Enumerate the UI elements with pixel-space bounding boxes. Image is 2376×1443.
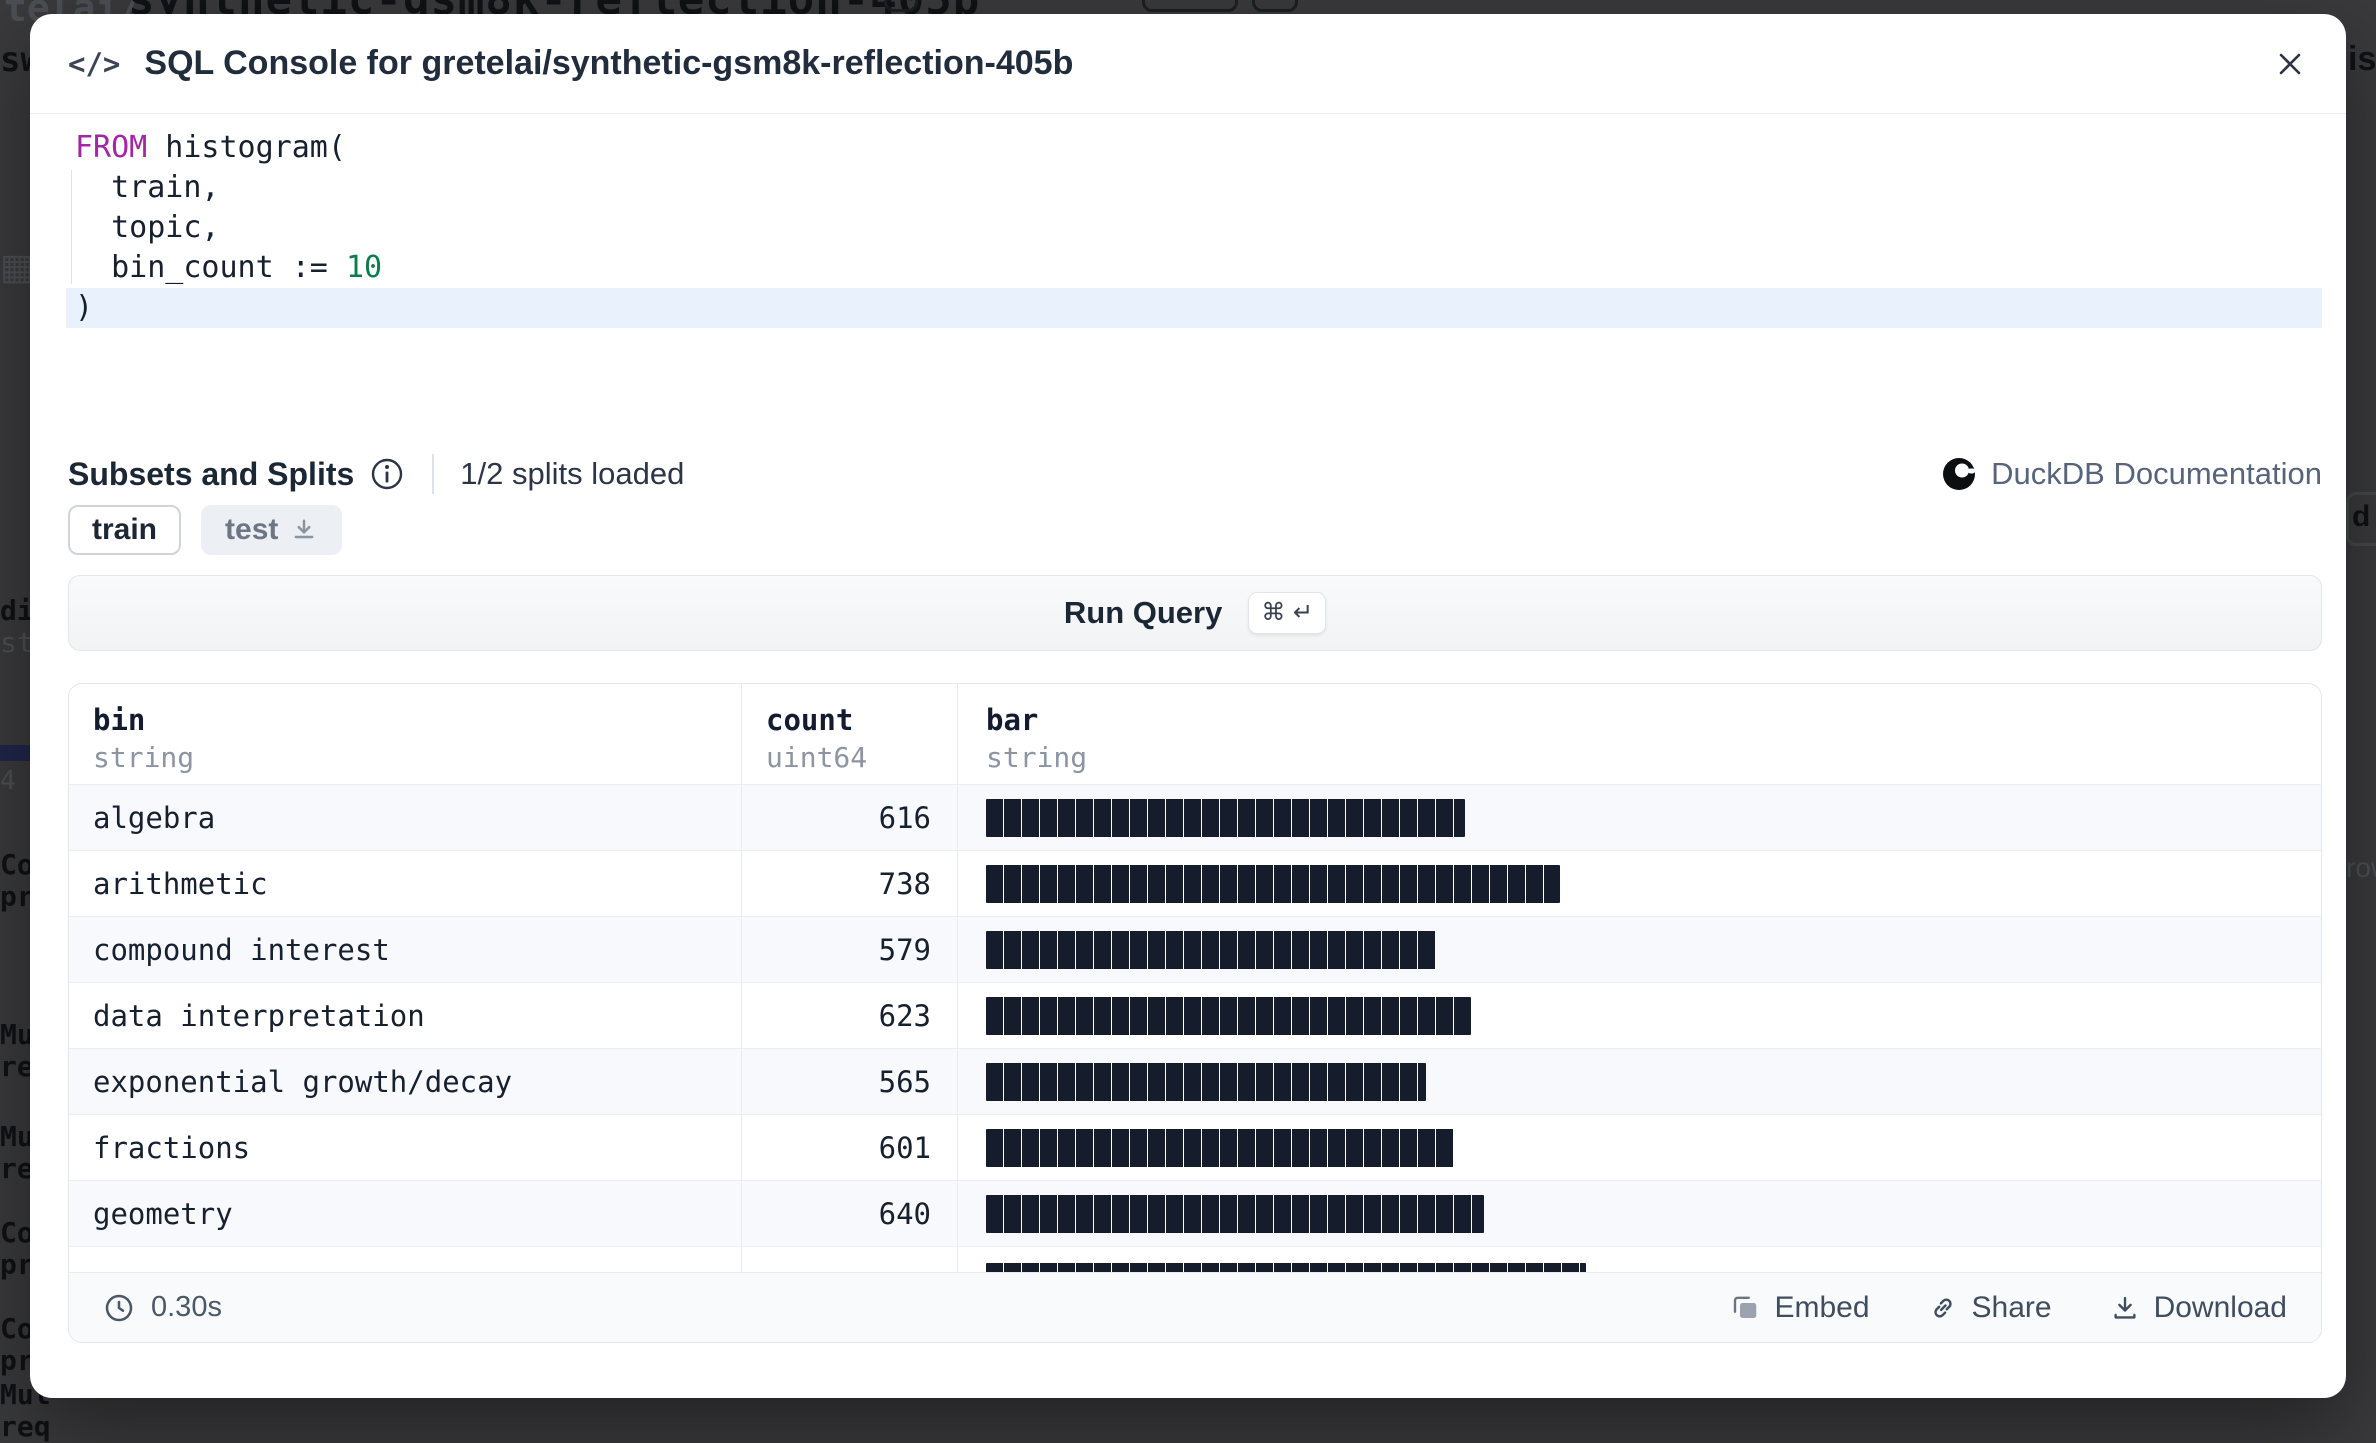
split-train-button[interactable]: train <box>68 505 182 555</box>
split-selector: train test <box>30 497 2346 555</box>
code-icon: </> <box>68 46 121 81</box>
keyboard-shortcut-badge: ⌘ ↵ <box>1248 592 1327 634</box>
results-table: bin string count uint64 bar string algeb… <box>68 683 2322 1343</box>
count-cell: 565 <box>742 1049 958 1114</box>
code-line: FROM histogram( <box>75 130 346 165</box>
column-header-count[interactable]: count uint64 <box>742 684 958 784</box>
count-cell: 616 <box>742 785 958 850</box>
histogram-bar <box>986 1128 1454 1167</box>
histogram-bar <box>986 1194 1484 1233</box>
code-line-active: ) <box>66 288 2322 328</box>
split-test-button[interactable]: test <box>201 505 343 555</box>
table-row[interactable]: algebra 616 <box>69 784 2321 850</box>
code-line: train, <box>75 170 220 205</box>
close-icon <box>2279 53 2301 74</box>
code-line: topic, <box>75 210 220 245</box>
bar-cell <box>958 1115 2321 1180</box>
table-header: bin string count uint64 bar string <box>69 684 2321 784</box>
close-button[interactable] <box>2264 38 2316 90</box>
indent-guide <box>71 170 72 284</box>
bin-cell: data interpretation <box>69 983 742 1048</box>
count-cell: 601 <box>742 1115 958 1180</box>
column-header-bin[interactable]: bin string <box>69 684 742 784</box>
modal-titlebar: </> SQL Console for gretelai/synthetic-g… <box>30 14 2346 114</box>
code-line: bin_count := 10 <box>75 250 383 285</box>
divider <box>432 454 435 494</box>
duckdb-documentation-link[interactable]: DuckDB Documentation <box>1941 456 2322 492</box>
bar-cell <box>958 1049 2321 1114</box>
bar-cell <box>958 1181 2321 1246</box>
backdrop-text-fragment: issa <box>2348 40 2376 78</box>
table-row[interactable]: fractions 601 <box>69 1114 2321 1180</box>
table-row-partial[interactable] <box>69 1246 2321 1301</box>
bin-cell: arithmetic <box>69 851 742 916</box>
splits-loaded-status: 1/2 splits loaded <box>460 456 685 491</box>
bin-cell: fractions <box>69 1115 742 1180</box>
results-footer: 0.30s Embed Share <box>69 1272 2321 1342</box>
backdrop-copy-icon-fragment <box>884 0 918 12</box>
histogram-bar <box>986 798 1465 837</box>
download-button[interactable]: Download <box>2110 1291 2287 1325</box>
column-header-bar[interactable]: bar string <box>986 703 1088 774</box>
download-split-icon <box>294 519 314 539</box>
share-button[interactable]: Share <box>1928 1291 2052 1325</box>
run-query-label: Run Query <box>1063 595 1223 630</box>
bar-cell <box>958 785 2321 850</box>
histogram-bar <box>986 930 1436 969</box>
backdrop-button-fragment <box>1142 0 1238 12</box>
bar-cell <box>958 851 2321 916</box>
bin-cell: algebra <box>69 785 742 850</box>
backdrop-text-fragment: req <box>0 1410 51 1443</box>
count-cell: 623 <box>742 983 958 1048</box>
subsets-and-splits-row: Subsets and Splits 1/2 splits loaded Duc… <box>30 451 2346 497</box>
histogram-bar <box>986 1062 1426 1101</box>
count-cell: 738 <box>742 851 958 916</box>
query-elapsed-time: 0.30s <box>103 1291 222 1324</box>
table-row[interactable]: data interpretation 623 <box>69 982 2321 1048</box>
histogram-bar <box>986 996 1471 1035</box>
histogram-bar <box>986 864 1560 903</box>
bin-cell: compound interest <box>69 917 742 982</box>
run-query-button[interactable]: Run Query ⌘ ↵ <box>68 575 2322 651</box>
bar-cell <box>958 983 2321 1048</box>
count-cell: 640 <box>742 1181 958 1246</box>
download-icon <box>2114 1296 2136 1319</box>
backdrop-text-fragment: row <box>2346 852 2376 883</box>
table-row[interactable]: arithmetic 738 <box>69 850 2321 916</box>
backdrop-button-fragment <box>1252 0 1298 12</box>
bar-cell <box>958 917 2321 982</box>
table-row[interactable]: geometry 640 <box>69 1180 2321 1246</box>
info-icon[interactable] <box>370 457 404 491</box>
embed-button[interactable]: Embed <box>1730 1291 1870 1325</box>
subsets-title: Subsets and Splits <box>68 455 355 492</box>
table-row[interactable]: compound interest 579 <box>69 916 2321 982</box>
sql-editor[interactable]: FROM histogram( train, topic, bin_count … <box>30 114 2346 451</box>
embed-icon <box>1734 1296 1757 1318</box>
duckdb-logo-icon <box>1943 458 1976 490</box>
sql-keyword: FROM <box>75 130 148 165</box>
sql-number: 10 <box>345 250 383 285</box>
bin-cell: geometry <box>69 1181 742 1246</box>
bin-cell: exponential growth/decay <box>69 1049 742 1114</box>
share-link-icon <box>1933 1297 1952 1318</box>
backdrop-band-fragment <box>0 745 30 761</box>
table-row[interactable]: exponential growth/decay 565 <box>69 1048 2321 1114</box>
table-body: algebra 616 arithmetic 738 compound inte… <box>69 784 2321 1246</box>
modal-title: SQL Console for gretelai/synthetic-gsm8k… <box>144 44 1074 82</box>
count-cell: 579 <box>742 917 958 982</box>
sql-console-modal: </> SQL Console for gretelai/synthetic-g… <box>30 14 2346 1398</box>
clock-icon <box>105 1294 133 1321</box>
